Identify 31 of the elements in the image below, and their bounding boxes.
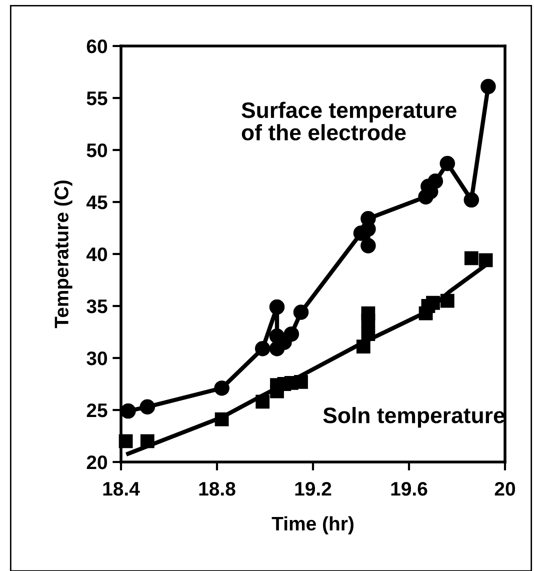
y-tick-label: 20: [86, 455, 108, 470]
y-tick-label: 35: [86, 299, 108, 314]
point: [360, 238, 376, 254]
point: [464, 192, 480, 208]
point: [254, 341, 270, 356]
point: [480, 78, 496, 94]
point: [428, 174, 444, 189]
y-tick-label: 60: [86, 39, 108, 54]
series-label: Surface temperature of the electrode: [242, 102, 456, 140]
y-tick-label: 55: [86, 92, 108, 106]
y-tick-label: 30: [86, 351, 108, 366]
point: [293, 304, 309, 320]
y-axis-title: Temperature (C): [54, 180, 72, 328]
point: [214, 380, 230, 396]
x-tick-label: 18.4: [103, 482, 140, 496]
point: [464, 251, 478, 266]
point: [361, 306, 376, 320]
x-axis-title: Time (hr): [272, 516, 354, 534]
x-tick-label: 18.8: [199, 482, 236, 496]
y-tick-label: 40: [86, 247, 108, 262]
x-tick-label: 19.2: [295, 482, 332, 496]
point: [440, 156, 456, 172]
point: [284, 326, 300, 342]
x-tick-label: 19.6: [391, 482, 428, 496]
point: [120, 403, 136, 419]
point: [269, 299, 285, 315]
point: [140, 399, 156, 415]
y-tick-label: 25: [86, 403, 108, 418]
y-tick-label: 50: [86, 143, 108, 158]
y-tick-label: 45: [86, 196, 108, 210]
x-tick-label: 20: [494, 482, 516, 496]
